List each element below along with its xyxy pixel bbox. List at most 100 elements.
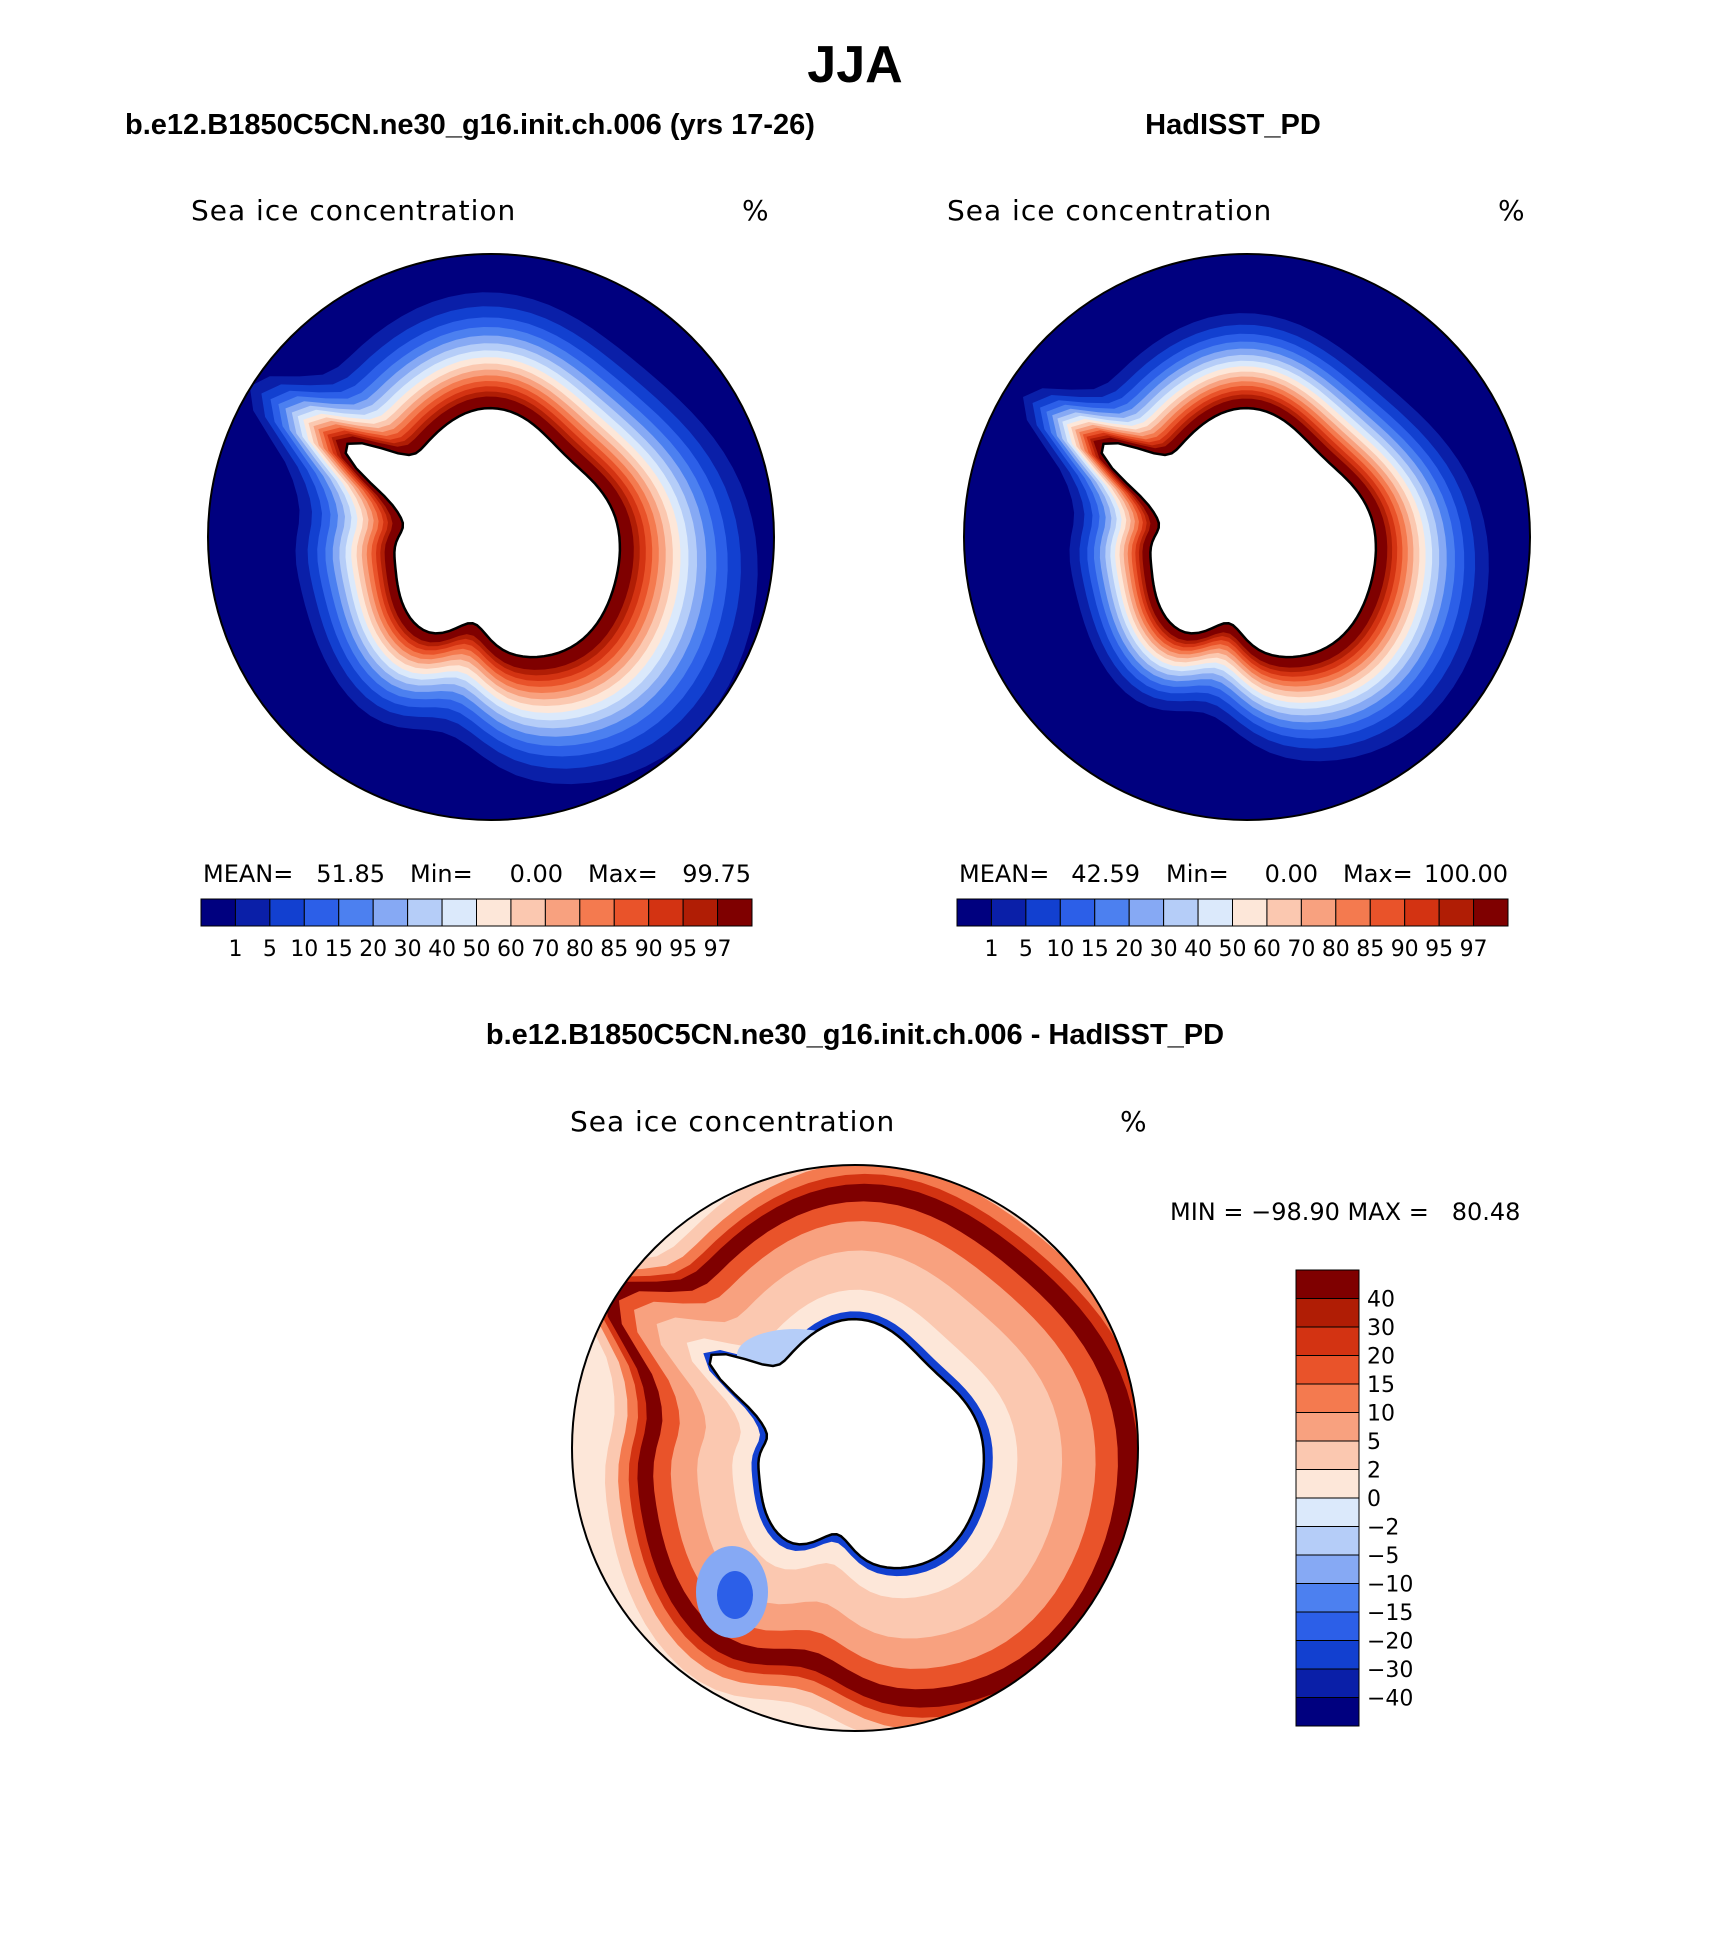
- panel-model-colorbar-box: [613, 898, 650, 927]
- diff-panel-colorbar-box: [1295, 1383, 1360, 1413]
- panel-obs-colorbar-box: [1059, 898, 1096, 927]
- panel-model-colorbar-tick-label: 97: [704, 937, 732, 962]
- diff-panel-colorbar-tick-label: 5: [1367, 1430, 1381, 1455]
- diff-panel-colorbar-box: [1295, 1611, 1360, 1641]
- panel-model-colorbar-tick-label: 95: [669, 937, 697, 962]
- diff-panel-colorbar-box: [1295, 1497, 1360, 1527]
- panel-obs-colorbar-box: [1128, 898, 1165, 927]
- diff-panel-colorbar-tick-label: 15: [1367, 1373, 1395, 1398]
- panel-model-colorbar-box: [682, 898, 719, 927]
- diff-panel-colorbar-box: [1295, 1412, 1360, 1442]
- panel-model-colorbar-box: [544, 898, 581, 927]
- panel-obs-colorbar-box: [1197, 898, 1233, 927]
- panel-obs-colorbar-box: [1300, 898, 1337, 927]
- panel-obs-colorbar-box: [1335, 898, 1371, 927]
- panel-obs-colorbar-box: [1094, 898, 1130, 927]
- panel-model-colorbar-tick-label: 40: [428, 937, 456, 962]
- diff-panel-colorbar-tick-label: 40: [1367, 1288, 1395, 1313]
- panel-model-colorbar-box: [234, 898, 271, 927]
- panel-model-mean-label: MEAN=: [203, 860, 293, 888]
- panel-model-colorbar-box: [648, 898, 684, 927]
- panel-obs-colorbar-box: [1369, 898, 1406, 927]
- panel-obs-colorbar-tick-label: 5: [1019, 937, 1033, 962]
- panel-obs-colorbar-tick-label: 80: [1322, 937, 1350, 962]
- panel-obs-colorbar-box: [990, 898, 1027, 927]
- panel-model-colorbar-box: [579, 898, 615, 927]
- panel-obs-max-label: Max=: [1343, 860, 1413, 888]
- panel-obs-min-value: 0.00: [1265, 860, 1318, 888]
- panel-model-map: [207, 253, 775, 821]
- panel-obs-colorbar-box: [1025, 898, 1061, 927]
- diff-panel-colorbar-box: [1295, 1583, 1360, 1613]
- panel-model-units: %: [742, 194, 770, 227]
- panel-obs-colorbar-tick-label: 85: [1356, 937, 1384, 962]
- panel-model-max-label: Max=: [588, 860, 658, 888]
- figure-title: JJA: [807, 36, 902, 94]
- panel-model-colorbar-tick-label: 90: [635, 937, 663, 962]
- panel-model-colorbar-tick-label: 85: [600, 937, 628, 962]
- diff-panel-colorbar-tick-label: 20: [1367, 1345, 1395, 1370]
- diff-panel-colorbar-box: [1295, 1668, 1360, 1698]
- panel-model-colorbar-tick-label: 60: [497, 937, 525, 962]
- panel-model-colorbar-box: [338, 898, 374, 927]
- panel-obs-colorbar-tick-label: 20: [1115, 937, 1143, 962]
- panel-model-min-label: Min=: [410, 860, 473, 888]
- panel-model-colorbar-tick-label: 50: [463, 937, 491, 962]
- panel-obs-colorbar-box: [1438, 898, 1475, 927]
- diff-panel-colorbar-tick-label: 10: [1367, 1402, 1395, 1427]
- diff-panel-colorbar-box: [1295, 1697, 1360, 1727]
- panel-model-colorbar-box: [510, 898, 546, 927]
- diff-panel-units: %: [1120, 1105, 1148, 1138]
- panel-obs-colorbar-box: [1473, 898, 1509, 927]
- diff-panel-colorbar-tick-label: 0: [1367, 1487, 1381, 1512]
- panel-obs-colorbar-tick-label: 10: [1046, 937, 1074, 962]
- panel-obs-map: [963, 253, 1531, 821]
- panel-model-colorbar-box: [476, 898, 512, 927]
- panel-obs-max-value: 100.00: [1424, 860, 1508, 888]
- diff-panel-colorbar-tick-label: −40: [1367, 1687, 1413, 1712]
- diff-panel-negative-patch: [717, 1571, 753, 1619]
- panel-model-colorbar-tick-label: 5: [263, 937, 277, 962]
- panel-obs-colorbar-tick-label: 70: [1287, 937, 1315, 962]
- panel-model-colorbar-box: [200, 898, 236, 927]
- panel-model-colorbar-box: [407, 898, 443, 927]
- panel-obs-mean-value: 42.59: [1071, 860, 1140, 888]
- diff-panel-colorbar-box: [1295, 1298, 1360, 1328]
- panel-obs-colorbar-tick-label: 30: [1150, 937, 1178, 962]
- panel-model-colorbar-tick-label: 80: [566, 937, 594, 962]
- panel-obs-colorbar-tick-label: 15: [1081, 937, 1109, 962]
- panel-obs-colorbar-box: [1163, 898, 1199, 927]
- panel-obs-colorbar-box: [956, 898, 992, 927]
- panel-model-mean-value: 51.85: [316, 860, 385, 888]
- diff-panel-colorbar-box: [1295, 1469, 1360, 1499]
- diff-panel-colorbar-box: [1295, 1526, 1360, 1556]
- diff-panel-colorbar-tick-label: −15: [1367, 1601, 1413, 1626]
- diff-panel-colorbar-box: [1295, 1355, 1360, 1385]
- diff-panel-map: [571, 1164, 1139, 1732]
- panel-model-stats: MEAN= 51.85 Min= 0.00 Max= 99.75: [203, 860, 751, 888]
- diff-panel-antarctica-outline: [708, 1317, 986, 1570]
- panel-obs-colorbar-tick-label: 95: [1425, 937, 1453, 962]
- diff-panel-colorbar-tick-label: −10: [1367, 1573, 1413, 1598]
- diff-panel-colorbar-tick-label: 2: [1367, 1459, 1381, 1484]
- panel-model-colorbar: 1 5 10 15 20 30 40 50 60 70 80 85 90 95 97: [200, 898, 753, 962]
- panel-model-max-value: 99.75: [682, 860, 751, 888]
- panel-model-colorbar-tick-label: 20: [359, 937, 387, 962]
- diff-panel-colorbar-tick-label: −30: [1367, 1658, 1413, 1683]
- diff-panel-subtitle: b.e12.B1850C5CN.ne30_g16.init.ch.006 - H…: [486, 1019, 1224, 1051]
- diff-panel-minmax: MIN = −98.90 MAX = 80.48: [1170, 1198, 1520, 1226]
- diff-panel-colorbar-tick-label: −5: [1367, 1544, 1399, 1569]
- diff-panel-colorbar-tick-label: −20: [1367, 1630, 1413, 1655]
- panel-obs-left-label: Sea ice concentration: [947, 194, 1272, 227]
- panel-model-min-value: 0.00: [510, 860, 563, 888]
- panel-model-colorbar-tick-label: 70: [531, 937, 559, 962]
- panel-obs-subtitle: HadISST_PD: [1145, 109, 1321, 141]
- diff-panel-colorbar-box: [1295, 1640, 1360, 1670]
- panel-model-colorbar-tick-label: 1: [228, 937, 242, 962]
- diff-panel-colorbar-box: [1295, 1326, 1360, 1356]
- diff-panel-colorbar-tick-label: −2: [1367, 1516, 1399, 1541]
- panel-obs-mean-label: MEAN=: [959, 860, 1049, 888]
- panel-obs-antarctica-outline: [1100, 406, 1378, 659]
